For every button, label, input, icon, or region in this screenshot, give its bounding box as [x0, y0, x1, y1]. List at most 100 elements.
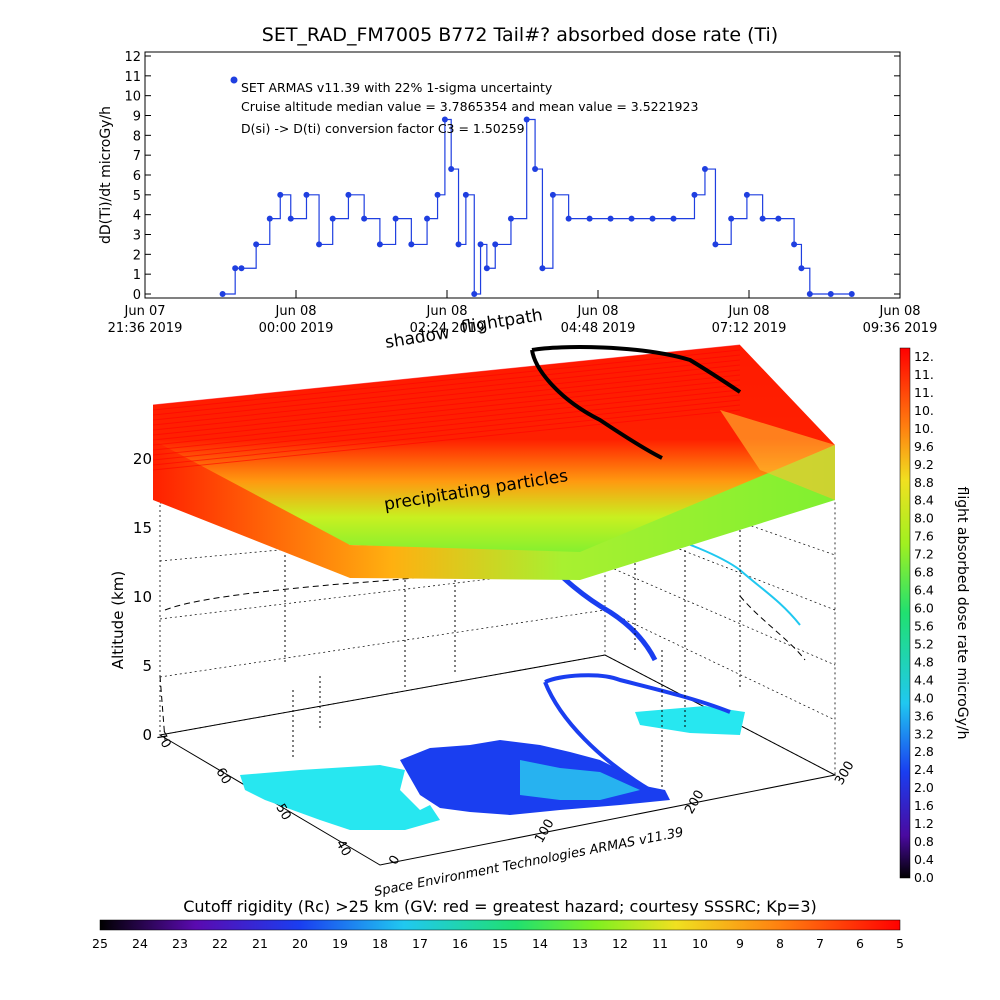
x-tick-label-date: Jun 07	[124, 304, 166, 319]
rigidity-tick: 12	[612, 936, 628, 951]
data-point	[507, 215, 514, 222]
altitude-axis-label: Altitude (km)	[109, 571, 127, 669]
altitude-tick-label: 5	[142, 657, 152, 675]
slab-stripe	[152, 364, 741, 426]
data-point	[471, 291, 478, 297]
rigidity-tick: 22	[212, 936, 228, 951]
rigidity-tick: 15	[492, 936, 508, 951]
data-point	[232, 265, 239, 272]
data-point	[477, 241, 484, 248]
latitude-tick-label: 60	[212, 765, 233, 787]
floor-plane	[158, 654, 837, 866]
land-mass-west	[240, 765, 440, 830]
slab-stripe	[152, 344, 741, 406]
data-point	[701, 166, 708, 173]
data-point	[649, 215, 656, 222]
rigidity-title: Cutoff rigidity (Rc) >25 km (GV: red = g…	[183, 897, 817, 916]
data-point	[791, 241, 798, 248]
dose-colorbar-tick: 0.4	[914, 852, 934, 867]
series-line	[222, 118, 852, 295]
data-point	[316, 241, 323, 248]
x-tick-label-time: 21:36 2019	[108, 321, 183, 336]
rigidity-tick: 20	[292, 936, 308, 951]
data-point	[434, 191, 441, 198]
latitude-tick-label: 50	[272, 801, 293, 823]
y-tick-label: 1	[133, 268, 141, 283]
rigidity-colorbar-ticks: 25 24 23 22 21 20 19 18 17 16 15 14 13 12 11 10 9 8 7 6 5	[92, 936, 904, 951]
dose-colorbar-tick: 8.0	[914, 511, 934, 526]
dose-colorbar-tick: 11.	[914, 367, 934, 382]
credit-label: Space Environment Technologies ARMAS v11…	[373, 825, 685, 900]
slab-stripe	[152, 409, 741, 471]
data-point	[266, 215, 273, 222]
dose-colorbar-tick: 2.0	[914, 780, 934, 795]
rigidity-tick: 25	[92, 936, 108, 951]
dose-colorbar-tick: 0.0	[914, 870, 934, 885]
slab-stripe	[152, 379, 741, 441]
altitude-tick-label: 15	[133, 519, 152, 537]
data-point	[455, 241, 462, 248]
data-point	[712, 241, 719, 248]
data-point	[277, 191, 284, 198]
latitude-tick-label: 70	[152, 729, 173, 751]
dose-colorbar-tick: 3.6	[914, 708, 934, 723]
land-mass-east	[635, 706, 745, 735]
longitude-tick-label: 100	[532, 817, 557, 846]
data-point	[539, 265, 546, 272]
annotation-shadow: shadow	[384, 323, 452, 353]
slab-stripe	[152, 354, 741, 416]
rigidity-tick: 7	[816, 936, 824, 951]
dose-colorbar-tick: 8.4	[914, 493, 934, 508]
dose-colorbar-tick: 7.6	[914, 529, 934, 544]
slab-stripes	[152, 344, 741, 471]
dose-colorbar-tick: 2.4	[914, 762, 934, 777]
longitude-tick-label: 0	[386, 853, 403, 868]
y-tick-label: 3	[133, 229, 141, 244]
data-point	[238, 265, 245, 272]
data-point	[253, 241, 260, 248]
slab-stripe	[152, 404, 741, 466]
x-tick-label-date: Jun 08	[728, 304, 770, 319]
slab-stripe	[152, 369, 741, 431]
x-tick-label-time: 09:36 2019	[863, 321, 938, 336]
data-point	[798, 265, 805, 272]
wall-gridline	[604, 564, 836, 666]
rigidity-tick: 11	[652, 936, 668, 951]
x-tick-label-date: Jun 08	[577, 304, 619, 319]
dose-colorbar-tick: 1.2	[914, 816, 934, 831]
y-tick-label: 8	[133, 129, 141, 144]
y-tick-label: 11	[124, 70, 141, 85]
dose-colorbar-tick: 9.6	[914, 439, 934, 454]
longitude-tick-label: 200	[682, 788, 707, 817]
dose-colorbar-title: flight absorbed dose rate microGy/h	[954, 487, 970, 740]
dose-colorbar-tick: 4.4	[914, 672, 934, 687]
data-point	[408, 241, 415, 248]
rigidity-tick: 16	[452, 936, 468, 951]
rigidity-tick: 8	[776, 936, 784, 951]
dose-colorbar	[899, 347, 911, 879]
y-tick-label: 4	[133, 209, 141, 224]
slab-stripe	[152, 374, 741, 436]
annotation-flightpath: flightpath	[460, 305, 544, 338]
data-point	[392, 215, 399, 222]
x-tick-label-date: Jun 08	[426, 304, 468, 319]
data-point	[219, 291, 226, 297]
latitude-tick-label: 40	[332, 837, 353, 859]
y-tick-label: 10	[124, 90, 141, 105]
data-point	[532, 166, 539, 173]
y-tick-label: 12	[124, 50, 141, 65]
x-tick-label-date: Jun 08	[879, 304, 921, 319]
y-tick-label: 5	[133, 189, 141, 204]
rigidity-tick: 9	[736, 936, 744, 951]
longitude-tick-label: 300	[832, 759, 857, 788]
chart-title: SET_RAD_FM7005 B772 Tail#? absorbed dose…	[262, 24, 778, 46]
rigidity-tick: 14	[532, 936, 548, 951]
rigidity-colorbar	[99, 919, 901, 931]
data-point	[483, 265, 490, 272]
x-axis-ticks: Jun 07 21:36 2019 Jun 08 00:00 2019 Jun 08 02…	[108, 290, 938, 336]
data-point	[565, 215, 572, 222]
slab-stripe	[152, 384, 741, 446]
data-point	[586, 215, 593, 222]
